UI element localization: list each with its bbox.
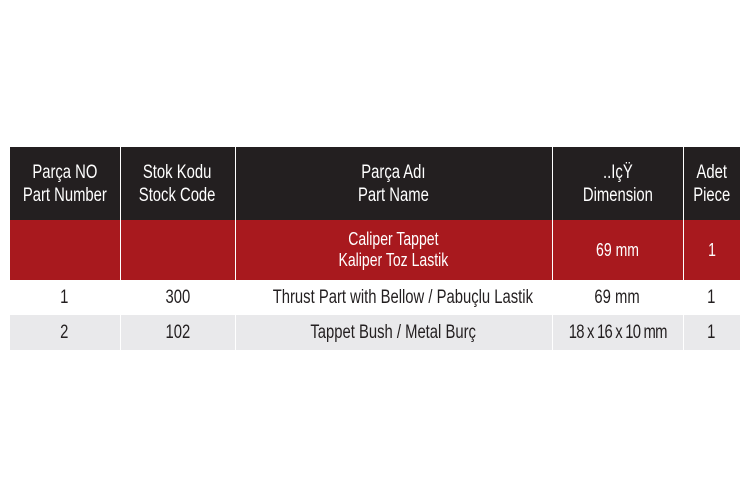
title-part-name: Caliper Tappet Kaliper Toz Lastik — [234, 220, 552, 280]
title-piece: 1 — [682, 220, 740, 280]
part-name-cell: Tappet Bush / Metal Burç — [234, 315, 552, 350]
header-part-number: Parça NO Part Number — [10, 147, 120, 220]
piece-cell: 1 — [682, 315, 740, 350]
part-no-cell: 1 — [10, 280, 120, 315]
title-part-no — [10, 220, 120, 280]
dimension-cell: 69 mm — [551, 280, 683, 315]
header-row: Parça NO Part Number Stok Kodu Stock Code … — [10, 147, 740, 220]
stock-code-cell: 102 — [119, 315, 235, 350]
header-piece: Adet Piece — [682, 147, 740, 220]
part-no-cell: 2 — [10, 315, 120, 350]
part-name-cell: Thrust Part with Bellow / Pabuçlu Lastik — [234, 280, 552, 315]
title-row: Caliper Tappet Kaliper Toz Lastik 69 mm 1 — [10, 220, 740, 280]
dimension-cell: 18 x 16 x 10 mm — [551, 315, 683, 350]
piece-cell: 1 — [682, 280, 740, 315]
title-dimension: 69 mm — [551, 220, 683, 280]
parts-table: Parça NO Part Number Stok Kodu Stock Code … — [10, 147, 740, 350]
title-stock-code — [119, 220, 235, 280]
stock-code-cell: 300 — [119, 280, 235, 315]
header-stock-code: Stok Kodu Stock Code — [119, 147, 235, 220]
table-row: 2 102 Tappet Bush / Metal Burç 18 x 16 x… — [10, 315, 740, 350]
header-part-name: Parça Adı Part Name — [234, 147, 552, 220]
header-dimension: ..IçŸ Dimension — [551, 147, 683, 220]
table-row: 1 300 Thrust Part with Bellow / Pabuçlu … — [10, 280, 740, 315]
